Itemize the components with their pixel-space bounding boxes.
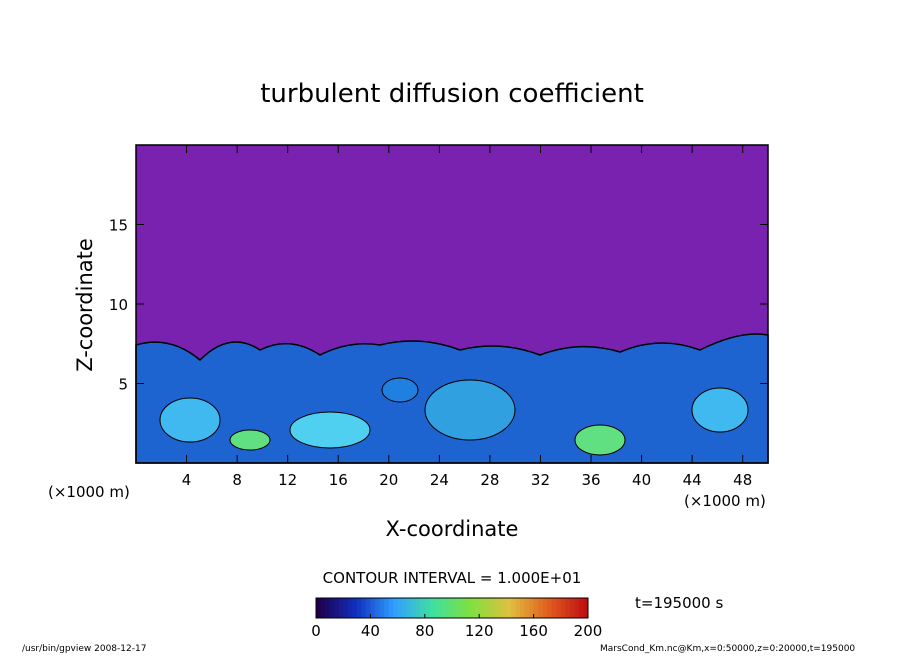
colorbar-cell [492,598,498,618]
footer-left: /usr/bin/gpview 2008-12-17 [22,644,146,654]
colorbar-cell [343,598,349,618]
colorbar-cell [347,598,353,618]
colorbar-cell [429,598,435,618]
x-tick-label: 16 [329,471,348,489]
colorbar-cell [424,598,430,618]
colorbar-cell [510,598,516,618]
colorbar-cell [370,598,376,618]
colorbar-cell [374,598,380,618]
colorbar-cell [569,598,575,618]
x-tick-label: 36 [581,471,600,489]
y-axis-label: Z-coordinate [73,238,97,372]
colorbar-cell [388,598,394,618]
colorbar-cell [352,598,358,618]
x-tick-label: 48 [733,471,752,489]
colorbar-cell [379,598,385,618]
colorbar-cell [488,598,494,618]
colorbar-cell [415,598,421,618]
colorbar-cell [411,598,417,618]
colorbar-cell [433,598,439,618]
y-tick-label: 15 [109,217,128,235]
colorbar-cell [556,598,562,618]
colorbar-cell [542,598,548,618]
colorbar-cell [578,598,584,618]
colorbar-cell [529,598,535,618]
x-unit-left: (×1000 m) [48,483,130,501]
colorbar-cell [538,598,544,618]
colorbar-cell [574,598,580,618]
colorbar-cell [506,598,512,618]
colorbar-cell [465,598,471,618]
colorbar-tick-label: 0 [311,622,321,640]
chart-title: turbulent diffusion coefficient [260,79,644,109]
colorbar-cell [406,598,412,618]
colorbar-tick-label: 200 [574,622,603,640]
colorbar-cell [565,598,571,618]
x-tick-label: 40 [632,471,651,489]
colorbar-cell [452,598,458,618]
colorbar-cell [420,598,426,618]
contour-interval: CONTOUR INTERVAL = 1.000E+01 [323,569,582,587]
colorbar-cell [384,598,390,618]
colorbar-cell [438,598,444,618]
x-tick-label: 44 [683,471,702,489]
x-tick-label: 4 [182,471,192,489]
colorbar-cell [338,598,344,618]
x-tick-label: 20 [379,471,398,489]
colorbar-cell [470,598,476,618]
colorbar-cell [461,598,467,618]
time-label: t=195000 s [635,594,723,612]
footer-right: MarsCond_Km.nc@Km,x=0:50000,z=0:20000,t=… [600,644,855,654]
colorbar-cell [515,598,521,618]
colorbar-cell [356,598,362,618]
colorbar-cell [583,598,589,618]
x-axis-label: X-coordinate [386,517,519,541]
x-tick-label: 28 [480,471,499,489]
x-unit-right: (×1000 m) [684,492,766,510]
y-tick-label: 10 [109,296,128,314]
colorbar-cell [456,598,462,618]
x-tick-label: 24 [430,471,449,489]
colorbar-cell [547,598,553,618]
colorbar-tick-label: 80 [415,622,434,640]
x-tick-label: 8 [232,471,242,489]
y-tick-label: 5 [118,376,128,394]
colorbar-cell [334,598,340,618]
colorbar-tick-label: 160 [519,622,548,640]
colorbar-cell [316,598,322,618]
colorbar-cell [442,598,448,618]
colorbar-cell [479,598,485,618]
colorbar-cell [497,598,503,618]
x-tick-label: 32 [531,471,550,489]
colorbar-cell [320,598,326,618]
colorbar-cell [361,598,367,618]
field [135,145,769,464]
colorbar-tick-label: 40 [361,622,380,640]
colorbar-cell [483,598,489,618]
colorbar-frame [315,597,589,619]
colorbar-cell [501,598,507,618]
colorbar-cell [551,598,557,618]
colorbar-cell [397,598,403,618]
colorbar-cell [325,598,331,618]
colorbar-cell [524,598,530,618]
colorbar-cell [560,598,566,618]
colorbar-cell [447,598,453,618]
colorbar-cell [520,598,526,618]
colorbar-cell [365,598,371,618]
colorbar-cell [402,598,408,618]
x-tick-label: 12 [278,471,297,489]
colorbar-cell [533,598,539,618]
colorbar-tick-label: 120 [465,622,494,640]
colorbar-cell [393,598,399,618]
colorbar-cell [474,598,480,618]
colorbar-cell [329,598,335,618]
